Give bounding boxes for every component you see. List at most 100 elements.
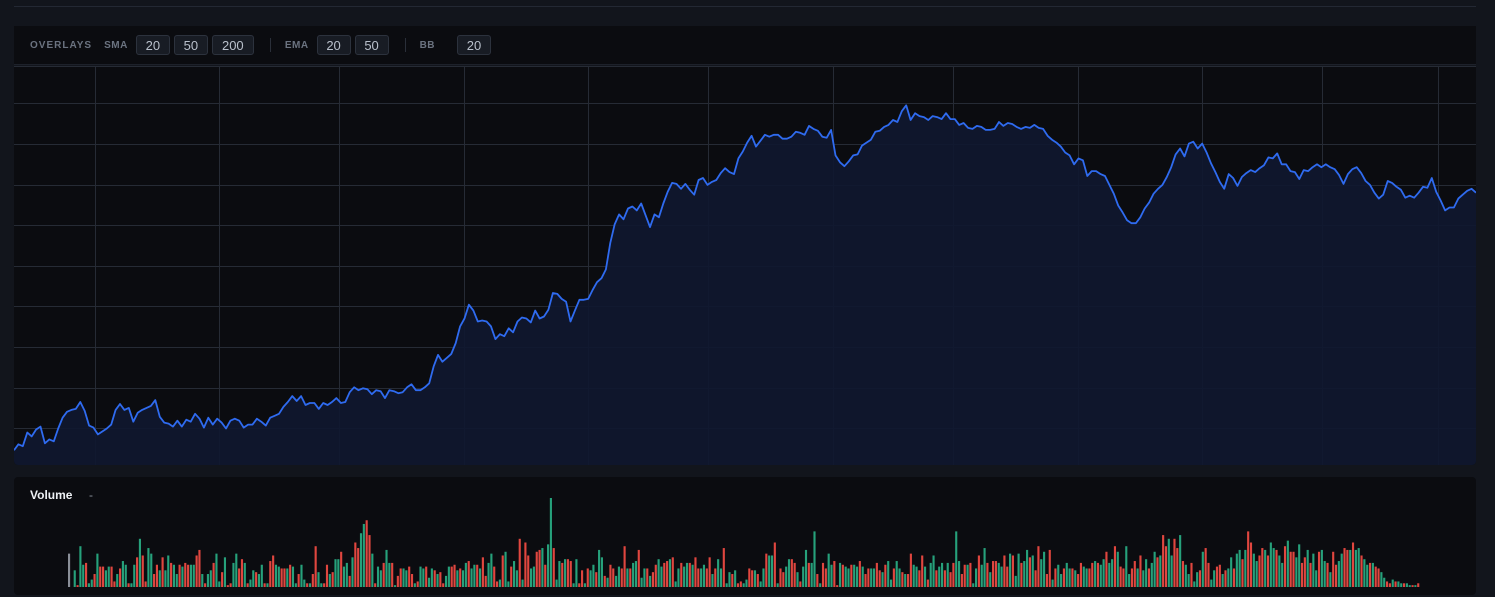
- volume-bar: [708, 557, 711, 587]
- volume-bar: [399, 568, 402, 587]
- volume-bar: [195, 555, 198, 587]
- volume-bar: [1312, 553, 1315, 588]
- ema-50-button[interactable]: 50: [354, 35, 389, 55]
- volume-bar: [1145, 559, 1148, 587]
- volume-panel[interactable]: Volume -: [14, 477, 1476, 595]
- volume-bar: [1068, 568, 1071, 587]
- volume-bar: [280, 568, 283, 587]
- volume-bar: [802, 566, 805, 587]
- volume-bar: [229, 583, 232, 587]
- sma-50-button[interactable]: 50: [173, 35, 208, 55]
- volume-bar: [1201, 551, 1204, 587]
- volume-bar: [549, 498, 552, 587]
- volume-bar: [470, 568, 473, 587]
- volume-bar: [518, 538, 521, 587]
- volume-bar: [328, 574, 331, 587]
- volume-bar: [104, 570, 107, 587]
- volume-bar: [1000, 566, 1003, 587]
- volume-bar: [898, 568, 901, 587]
- volume-bar: [734, 570, 737, 587]
- volume-bar: [878, 570, 881, 587]
- overlays-title: OVERLAYS: [30, 39, 93, 51]
- volume-bar: [603, 575, 606, 588]
- volume-bar: [1119, 566, 1122, 587]
- volume-bar: [82, 564, 85, 587]
- sma-200-button[interactable]: 200: [211, 35, 254, 55]
- volume-bar: [495, 581, 499, 587]
- volume-bar: [476, 564, 479, 587]
- bb-20-button[interactable]: 20: [457, 35, 492, 55]
- volume-value: -: [89, 488, 93, 502]
- volume-bar: [858, 561, 861, 587]
- volume-bar: [187, 564, 190, 587]
- volume-bar: [348, 575, 351, 588]
- volume-bar: [436, 574, 439, 587]
- volume-bar: [246, 583, 249, 587]
- volume-bar: [1006, 566, 1009, 587]
- price-chart-panel[interactable]: [14, 66, 1476, 465]
- volume-bar: [291, 566, 295, 587]
- volume-bar: [986, 562, 989, 587]
- volume-bar: [240, 559, 244, 587]
- volume-bar: [1003, 555, 1006, 587]
- volume-bar: [1031, 555, 1034, 587]
- volume-bar: [527, 555, 530, 587]
- volume-bar: [1094, 561, 1097, 587]
- volume-bar: [1023, 561, 1026, 587]
- volume-bar: [385, 549, 388, 587]
- volume-bar: [1009, 553, 1012, 588]
- volume-bar: [810, 562, 813, 587]
- volume-bar: [1266, 555, 1270, 587]
- volume-bar: [442, 583, 445, 587]
- volume-bar: [799, 581, 802, 587]
- volume-bar: [90, 579, 93, 587]
- volume-bar: [581, 570, 584, 587]
- volume-bar: [785, 566, 788, 587]
- price-area-chart[interactable]: [14, 66, 1476, 465]
- volume-bar: [376, 566, 380, 587]
- volume-bar: [1315, 570, 1318, 587]
- volume-bar: [1241, 559, 1244, 587]
- volume-bar: [269, 561, 272, 587]
- volume-bar: [949, 572, 952, 587]
- volume-bar: [1074, 570, 1077, 587]
- volume-bar: [1388, 583, 1391, 587]
- volume-bar: [249, 579, 252, 587]
- volume-bar: [921, 555, 924, 587]
- volume-bar: [1204, 548, 1207, 587]
- volume-bar: [1283, 546, 1287, 587]
- volume-bar: [1028, 557, 1031, 587]
- volume-bar: [1224, 570, 1227, 587]
- volume-bar: [683, 566, 686, 587]
- top-divider: [14, 0, 1476, 7]
- volume-bar: [850, 564, 853, 587]
- volume-bar: [223, 557, 227, 587]
- volume-bar: [1139, 555, 1142, 587]
- volume-bar: [1298, 544, 1301, 587]
- volume-bar: [150, 553, 153, 588]
- volume-bar: [753, 570, 757, 587]
- volume-bar: [632, 562, 635, 587]
- volume-bar: [300, 564, 303, 587]
- volume-bar: [1227, 568, 1230, 587]
- volume-bar: [184, 562, 187, 587]
- ema-20-button[interactable]: 20: [316, 35, 351, 55]
- volume-bar: [218, 581, 221, 587]
- volume-bar: [1057, 564, 1060, 587]
- volume-bar: [714, 568, 717, 587]
- volume-bar: [161, 557, 164, 587]
- volume-bar: [586, 568, 589, 587]
- sma-20-button[interactable]: 20: [135, 35, 170, 55]
- volume-bar: [838, 562, 842, 587]
- volume-bar: [464, 562, 467, 587]
- volume-bar: [804, 549, 808, 587]
- volume-bar: [1173, 538, 1176, 587]
- volume-bar: [530, 568, 533, 587]
- volume-bar: [410, 574, 414, 587]
- volume-bar: [419, 566, 422, 587]
- volume-bar: [1394, 581, 1397, 587]
- volume-bar: [1264, 549, 1267, 587]
- volume-bar: [340, 551, 343, 587]
- volume-bar: [1164, 546, 1168, 587]
- volume-bar: [623, 546, 626, 587]
